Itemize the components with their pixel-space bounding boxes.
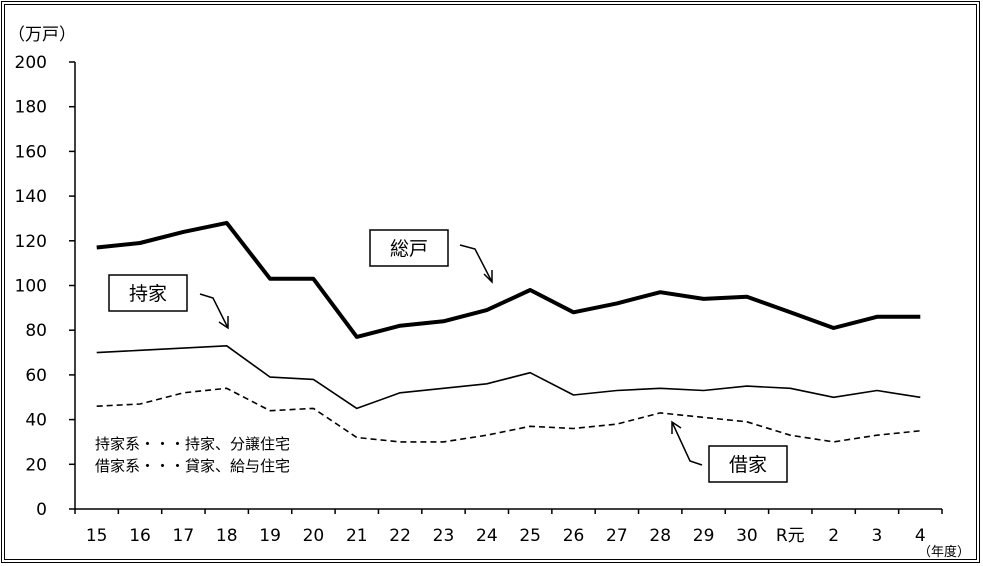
inner-frame xyxy=(4,4,977,560)
x-tick-label: 27 xyxy=(606,526,628,546)
y-tick-labels: 0 20 40 60 80 100 120 140 160 180 200 xyxy=(15,53,47,520)
legend-note-rented: 借家系・・・貸家、給与住宅 xyxy=(95,457,290,475)
x-tick-label: 18 xyxy=(216,526,238,546)
x-tick-label: 16 xyxy=(129,526,151,546)
y-tick-label: 0 xyxy=(36,500,47,520)
callout-total-box xyxy=(369,229,449,267)
x-tick-label: 28 xyxy=(649,526,671,546)
callout-owned-arrow xyxy=(199,293,229,330)
callout-owned: 持家 xyxy=(108,274,229,330)
callout-total-arrow xyxy=(459,244,493,284)
callout-total-label: 総戸 xyxy=(390,238,428,260)
x-tick-label: 26 xyxy=(563,526,585,546)
y-tick-label: 80 xyxy=(25,321,47,341)
y-unit-label: （万戸） xyxy=(8,25,76,45)
y-tick-label: 100 xyxy=(15,277,47,297)
x-tick-label: 29 xyxy=(693,526,715,546)
y-tick-label: 200 xyxy=(15,53,47,73)
callout-rented-arrow xyxy=(671,420,703,466)
x-tick-label: 21 xyxy=(346,526,368,546)
x-tick-label: 3 xyxy=(872,526,883,546)
x-tick-label: 17 xyxy=(173,526,195,546)
y-tick-label: 120 xyxy=(15,232,47,252)
x-tick-label: 24 xyxy=(476,526,498,546)
x-tick-label: 30 xyxy=(736,526,758,546)
series-line-2 xyxy=(96,387,921,443)
x-tick-label: 25 xyxy=(519,526,541,546)
series-lines xyxy=(96,220,921,443)
y-tick-label: 180 xyxy=(15,98,47,118)
y-tick-label: 40 xyxy=(25,411,47,431)
callout-total: 総戸 xyxy=(369,229,493,284)
callout-owned-label: 持家 xyxy=(129,283,167,305)
x-unit-label: （年度） xyxy=(918,544,970,560)
x-tick-label: 2 xyxy=(828,526,839,546)
y-tick-label: 160 xyxy=(15,142,47,162)
x-tick-label: 20 xyxy=(303,526,325,546)
x-tick-labels: 15 16 17 18 19 20 21 22 23 24 25 26 27 28 29 30 R元 2 3 4 xyxy=(86,526,926,546)
axes xyxy=(69,61,943,514)
y-tick-label: 140 xyxy=(15,187,47,207)
x-tick-label: 23 xyxy=(433,526,455,546)
callout-owned-box xyxy=(108,274,188,312)
series-line-1 xyxy=(96,344,921,410)
y-tick-label: 20 xyxy=(25,455,47,475)
x-tick-label: R元 xyxy=(776,526,805,546)
callout-rented: 借家 xyxy=(671,420,788,483)
x-tick-label: 22 xyxy=(389,526,411,546)
legend-note-owned: 持家系・・・持家、分譲住宅 xyxy=(95,435,290,453)
x-tick-label: 4 xyxy=(915,526,926,546)
series-line-0 xyxy=(96,220,921,339)
callout-rented-box xyxy=(708,445,788,483)
y-tick-label: 60 xyxy=(25,366,47,386)
x-tick-label: 19 xyxy=(259,526,281,546)
x-tick-label: 15 xyxy=(86,526,108,546)
callout-rented-label: 借家 xyxy=(729,454,767,476)
